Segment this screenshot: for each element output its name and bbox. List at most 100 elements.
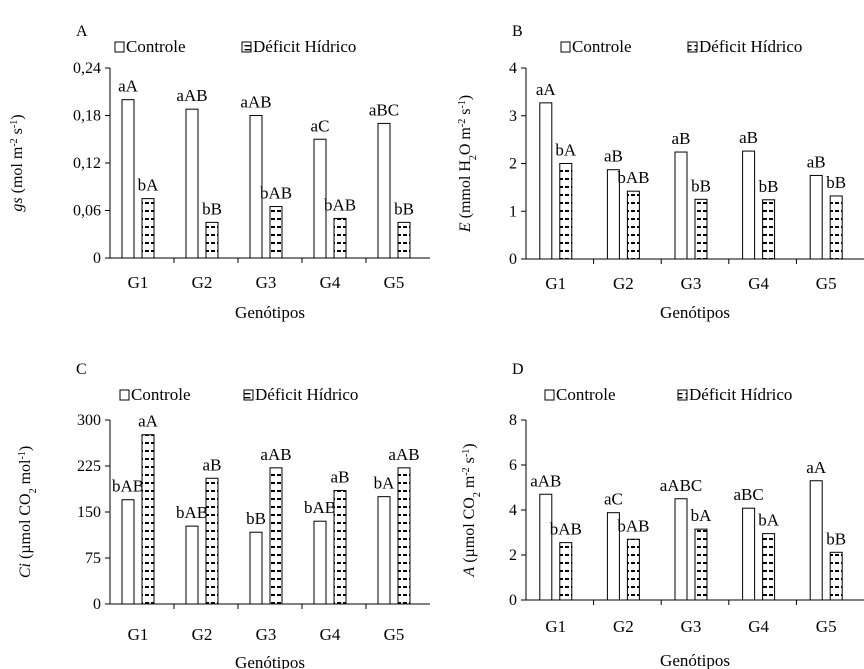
panel-letter: B	[512, 23, 523, 40]
y-axis-title: E (mmol H2O m-2 s-1)	[457, 95, 479, 233]
bar-control	[249, 115, 263, 259]
bar-control	[185, 525, 199, 605]
bar-control	[809, 174, 823, 260]
legend-swatch-deficit	[243, 389, 254, 401]
data-label: bB	[394, 199, 414, 218]
data-label: aB	[331, 468, 350, 487]
panel-d: D Controle Déficit Hídrico 0 2 4 6 8 A (µmol CO2…	[461, 361, 864, 669]
y-tick-label: 6	[509, 457, 517, 474]
bar-deficit	[397, 467, 411, 605]
data-label: aB	[739, 128, 758, 147]
bar-control	[809, 480, 823, 601]
bar-control	[377, 122, 391, 259]
data-label: bA	[691, 506, 713, 525]
panel-letter: A	[76, 23, 88, 40]
x-tick-label: G1	[128, 625, 149, 644]
bar-deficit	[333, 217, 347, 259]
data-label: aABC	[660, 476, 703, 495]
legend: Controle Déficit Hídrico	[114, 37, 356, 56]
bar-deficit	[829, 551, 843, 601]
data-label: aC	[311, 116, 330, 135]
data-label: bB	[826, 173, 846, 192]
legend-swatch-deficit	[241, 41, 252, 53]
x-tick-label: G5	[384, 625, 405, 644]
bar-deficit	[141, 434, 155, 605]
data-label: bAB	[260, 184, 292, 203]
x-tick-label: G2	[613, 274, 634, 293]
legend-swatch-control	[544, 389, 555, 401]
panel-letter: C	[76, 361, 87, 378]
x-tick-label: G1	[545, 617, 566, 636]
bar-control	[674, 498, 688, 601]
x-tick-label: G3	[256, 625, 277, 644]
bar-deficit	[269, 467, 283, 605]
data-label: bA	[758, 511, 780, 530]
y-tick-label: 3	[509, 108, 517, 125]
data-label: bAB	[112, 477, 144, 496]
x-tick-label: G3	[256, 273, 277, 292]
x-tick-label: G1	[128, 273, 149, 292]
y-tick-label: 8	[509, 412, 517, 429]
data-label: bB	[202, 199, 222, 218]
y-tick-label: 0,06	[73, 203, 101, 220]
x-tick-label: G2	[192, 273, 213, 292]
y-tick-label: 0	[509, 251, 517, 268]
bar-control	[185, 108, 199, 259]
x-axis-title: Genótipos	[660, 303, 730, 322]
legend: Controle Déficit Hídrico	[560, 37, 802, 56]
x-tick-label: G3	[681, 274, 702, 293]
x-tick-label: G5	[816, 617, 837, 636]
data-label: bA	[374, 474, 396, 493]
legend-label-deficit: Déficit Hídrico	[699, 37, 802, 56]
y-axis-title: Ci (µmol CO2 mol-1)	[17, 446, 39, 578]
legend-label-deficit: Déficit Hídrico	[255, 385, 358, 404]
x-tick-label: G4	[748, 274, 769, 293]
bar-deficit	[141, 198, 155, 259]
y-tick-label: 75	[85, 550, 101, 567]
x-axis-title: Genótipos	[235, 303, 305, 322]
x-tick-label: G4	[320, 625, 341, 644]
data-label: aBC	[733, 485, 763, 504]
x-tick-label: G3	[681, 617, 702, 636]
data-label: aAB	[530, 471, 561, 490]
y-tick-label: 150	[77, 504, 101, 521]
bar-deficit	[626, 190, 640, 260]
y-tick-label: 300	[77, 412, 101, 429]
data-label: aAB	[176, 86, 207, 105]
x-axis-title: Genótipos	[660, 651, 730, 669]
data-label: bAB	[324, 195, 356, 214]
legend-swatch-control	[560, 41, 571, 53]
data-label: aAB	[240, 93, 271, 112]
x-tick-label: G4	[748, 617, 769, 636]
legend-label-control: Controle	[131, 385, 191, 404]
x-tick-label: G4	[320, 273, 341, 292]
x-tick-label: G5	[816, 274, 837, 293]
y-tick-label: 0,24	[73, 60, 101, 77]
legend-label-deficit: Déficit Hídrico	[253, 37, 356, 56]
panel-a: A Controle Déficit Hídrico 0 0,06 0,12 0,18 0,2…	[9, 23, 430, 322]
legend-label-control: Controle	[126, 37, 186, 56]
legend-swatch-deficit	[677, 389, 688, 401]
legend: Controle Déficit Hídrico	[544, 385, 792, 404]
panel-letter: D	[512, 361, 524, 378]
y-tick-label: 0,18	[73, 108, 101, 125]
panel-b: B Controle Déficit Hídrico 0 1 2 3 4 E (mmol H2O…	[457, 23, 864, 322]
data-label: bAB	[176, 503, 208, 522]
y-tick-label: 0	[93, 596, 101, 613]
data-label: bA	[555, 141, 577, 160]
bar-deficit	[626, 538, 640, 601]
bar-deficit	[205, 477, 219, 605]
data-label: aA	[118, 77, 139, 96]
x-tick-label: G2	[613, 617, 634, 636]
bar-deficit	[694, 198, 708, 260]
bar-deficit	[694, 528, 708, 601]
bar-deficit	[762, 533, 776, 601]
data-label: bA	[138, 176, 160, 195]
bar-deficit	[205, 221, 219, 259]
data-label: bAB	[304, 498, 336, 517]
legend-swatch-deficit	[687, 41, 698, 53]
data-label: aC	[604, 490, 623, 509]
bar-control	[377, 496, 391, 605]
bar-control	[313, 520, 327, 605]
data-label: bAB	[617, 168, 649, 187]
